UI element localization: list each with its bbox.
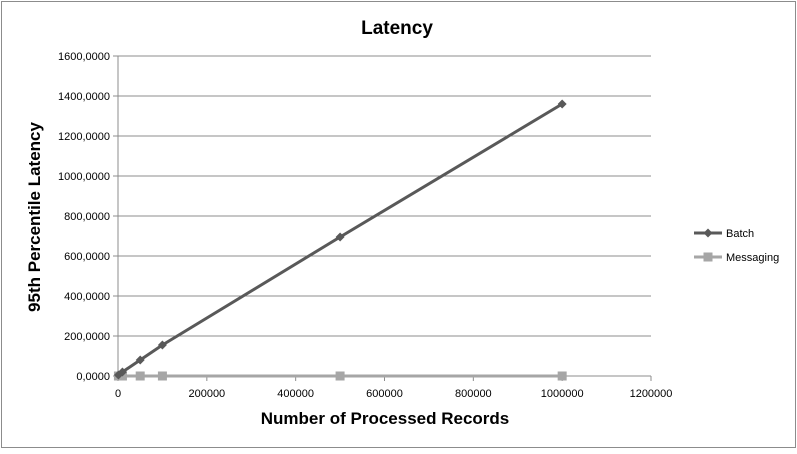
data-point-batch — [117, 367, 127, 377]
data-point-batch — [157, 340, 167, 350]
legend-marker-batch — [703, 228, 713, 238]
y-axis-label: 95th Percentile Latency — [25, 122, 44, 312]
data-point-batch — [557, 99, 567, 109]
series — [113, 99, 567, 381]
x-tick-label: 1200000 — [630, 388, 673, 400]
x-tick-label: 0 — [115, 388, 121, 400]
chart-title: Latency — [361, 18, 433, 39]
legend: Batch Messaging — [694, 228, 779, 264]
x-tick-label: 800000 — [455, 388, 492, 400]
grid — [118, 55, 651, 337]
legend-label-batch: Batch — [726, 228, 754, 240]
data-point-messaging — [557, 371, 567, 381]
y-tick-label: 600,0000 — [64, 251, 110, 263]
y-tick-label: 0,0000 — [76, 371, 110, 383]
y-tick-label: 200,0000 — [64, 331, 110, 343]
data-point-batch — [335, 232, 345, 242]
legend-marker-messaging — [703, 252, 713, 262]
data-point-messaging — [157, 371, 167, 381]
data-point-messaging — [335, 371, 345, 381]
x-tick-label: 1000000 — [541, 388, 584, 400]
y-tick-label: 1600,0000 — [58, 51, 110, 63]
x-tick-label: 600000 — [366, 388, 403, 400]
y-tick-label: 1400,0000 — [58, 91, 110, 103]
x-axis-label: Number of Processed Records — [261, 409, 509, 428]
y-tick-label: 400,0000 — [64, 291, 110, 303]
y-tick-label: 800,0000 — [64, 211, 110, 223]
legend-label-messaging: Messaging — [726, 252, 779, 264]
y-tick-label: 1200,0000 — [58, 131, 110, 143]
data-point-messaging — [135, 371, 145, 381]
x-tick-label: 200000 — [188, 388, 225, 400]
x-tick-label: 400000 — [277, 388, 314, 400]
data-point-batch — [135, 355, 145, 365]
y-tick-label: 1000,0000 — [58, 171, 110, 183]
